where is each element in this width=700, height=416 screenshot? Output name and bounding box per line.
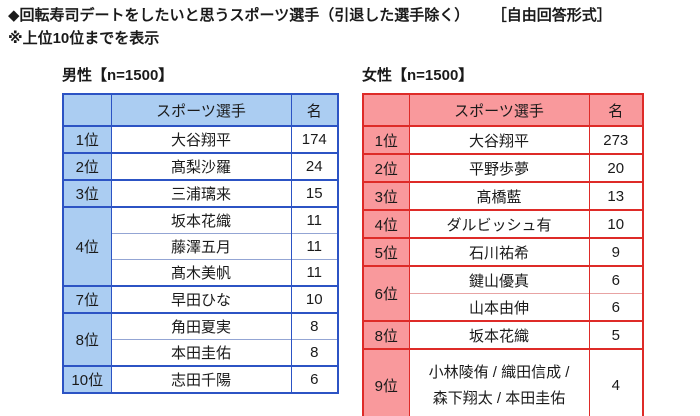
count-cell: 10 [588, 209, 644, 238]
header-row: スポーツ選手名 [62, 94, 339, 126]
count-cell: 5 [588, 320, 644, 349]
title-block: ◆回転寿司デートをしたいと思うスポーツ選手（引退した選手除く） ［自由回答形式］ … [8, 5, 612, 49]
rank-cell: 6位 [362, 265, 410, 321]
count-cell: 11 [290, 206, 339, 234]
player-cell: 山本由伸 [408, 293, 590, 321]
player-cell: 志田千陽 [110, 365, 292, 393]
table-row: 本田圭佑 8 [63, 339, 339, 366]
count-cell: 20 [588, 153, 644, 182]
rank-cell: 10位 [62, 365, 112, 393]
table-row: 藤澤五月 11 [63, 233, 339, 260]
table-row: 3位 髙橋藍 13 [362, 181, 644, 210]
rank-header-cell [62, 94, 112, 126]
count-cell: 6 [588, 293, 644, 321]
female-ranking-table: スポーツ選手名 1位 大谷翔平 273 2位 平野歩夢 20 3位 髙橋藍 13 4位 ダルビッシュ有… [362, 93, 644, 416]
female-table-caption: 女性【n=1500】 [362, 67, 474, 84]
count-cell: 8 [290, 312, 339, 340]
player-header-cell: スポーツ選手 [110, 94, 292, 126]
table-row: 山本由伸 6 [363, 293, 644, 321]
player-cell: 角田夏実 [110, 312, 292, 340]
rank-cell: 1位 [362, 125, 410, 154]
table-row: 3位 三浦璃来 15 [62, 179, 339, 207]
player-cell: ダルビッシュ有 [408, 209, 590, 238]
rank-cell: 4位 [62, 206, 112, 286]
count-cell: 4 [588, 348, 644, 416]
table-row: 2位 平野歩夢 20 [362, 153, 644, 182]
table-row: 2位 髙梨沙羅 24 [62, 152, 339, 180]
player-cell: 鍵山優真 [408, 265, 590, 294]
player-cell: 坂本花織 [408, 320, 590, 349]
count-cell: 9 [588, 237, 644, 266]
rank-cell: 3位 [62, 179, 112, 207]
player-cell: 坂本花織 [110, 206, 292, 234]
table-row: 1位 大谷翔平 273 [362, 125, 644, 154]
player-cell: 髙梨沙羅 [110, 152, 292, 180]
answer-format-label: ［自由回答形式］ [499, 7, 612, 24]
player-cell: 大谷翔平 [110, 125, 292, 153]
player-cell: 本田圭佑 [110, 339, 292, 366]
rank-cell: 1位 [62, 125, 112, 153]
rank-header-cell [362, 94, 410, 126]
count-cell: 10 [290, 285, 339, 313]
count-cell: 15 [290, 179, 339, 207]
count-cell: 11 [290, 259, 339, 286]
player-cell: 三浦璃来 [110, 179, 292, 207]
rank-cell: 5位 [362, 237, 410, 266]
table-row: 4位 ダルビッシュ有 10 [362, 209, 644, 238]
player-cell: 早田ひな [110, 285, 292, 313]
table-row: 6位 鍵山優真 6 [362, 265, 644, 321]
player-cell: 髙木美帆 [110, 259, 292, 286]
survey-question-text: ◆回転寿司デートをしたいと思うスポーツ選手（引退した選手除く） [8, 7, 470, 24]
rank-cell: 7位 [62, 285, 112, 313]
rank-cell: 9位 [362, 348, 410, 416]
table-row: 1位 大谷翔平 174 [62, 125, 339, 153]
table-row: 髙木美帆 11 [63, 259, 339, 286]
rank-cell: 8位 [62, 312, 112, 366]
player-cell: 髙橋藍 [408, 181, 590, 210]
player-cell: 小林陵侑 / 織田信成 / 森下翔太 / 本田圭佑 [408, 348, 590, 416]
male-table-caption: 男性【n=1500】 [62, 67, 174, 84]
rank-cell: 2位 [62, 152, 112, 180]
count-cell: 8 [290, 339, 339, 366]
female-section: 女性【n=1500】 スポーツ選手名 1位 大谷翔平 273 2位 平野歩夢 20 3位 髙橋藍… [362, 64, 644, 416]
count-header-cell: 名 [588, 94, 644, 126]
count-cell: 11 [290, 233, 339, 260]
player-cell: 平野歩夢 [408, 153, 590, 182]
count-header-cell: 名 [290, 94, 339, 126]
rank-cell: 4位 [362, 209, 410, 238]
table-row: 5位 石川祐希 9 [362, 237, 644, 266]
player-cell: 藤澤五月 [110, 233, 292, 260]
table-row: 9位 小林陵侑 / 織田信成 / 森下翔太 / 本田圭佑 4 [362, 348, 644, 416]
male-ranking-table: スポーツ選手名 1位 大谷翔平 174 2位 髙梨沙羅 24 3位 三浦璃来 15 4位 坂本花織 11… [62, 93, 339, 394]
player-cell: 石川祐希 [408, 237, 590, 266]
rank-cell: 8位 [362, 320, 410, 349]
table-row: 10位 志田千陽 6 [62, 365, 339, 393]
count-cell: 6 [290, 365, 339, 393]
player-header-cell: スポーツ選手 [408, 94, 590, 126]
table-row: 8位 坂本花織 5 [362, 320, 644, 349]
page-subtitle: ※上位10位までを表示 [8, 30, 160, 47]
table-row: 8位 角田夏実 8 [62, 312, 339, 366]
count-cell: 13 [588, 181, 644, 210]
count-cell: 24 [290, 152, 339, 180]
table-row: 7位 早田ひな 10 [62, 285, 339, 313]
player-cell: 大谷翔平 [408, 125, 590, 154]
male-section: 男性【n=1500】 スポーツ選手名 1位 大谷翔平 174 2位 髙梨沙羅 24 3位 三浦璃… [62, 64, 339, 394]
count-cell: 174 [290, 125, 339, 153]
rank-cell: 2位 [362, 153, 410, 182]
page-title: ◆回転寿司デートをしたいと思うスポーツ選手（引退した選手除く） ［自由回答形式］ [8, 5, 612, 26]
count-cell: 273 [588, 125, 644, 154]
rank-cell: 3位 [362, 181, 410, 210]
header-row: スポーツ選手名 [362, 94, 644, 126]
count-cell: 6 [588, 265, 644, 294]
table-row: 4位 坂本花織 11 [62, 206, 339, 286]
